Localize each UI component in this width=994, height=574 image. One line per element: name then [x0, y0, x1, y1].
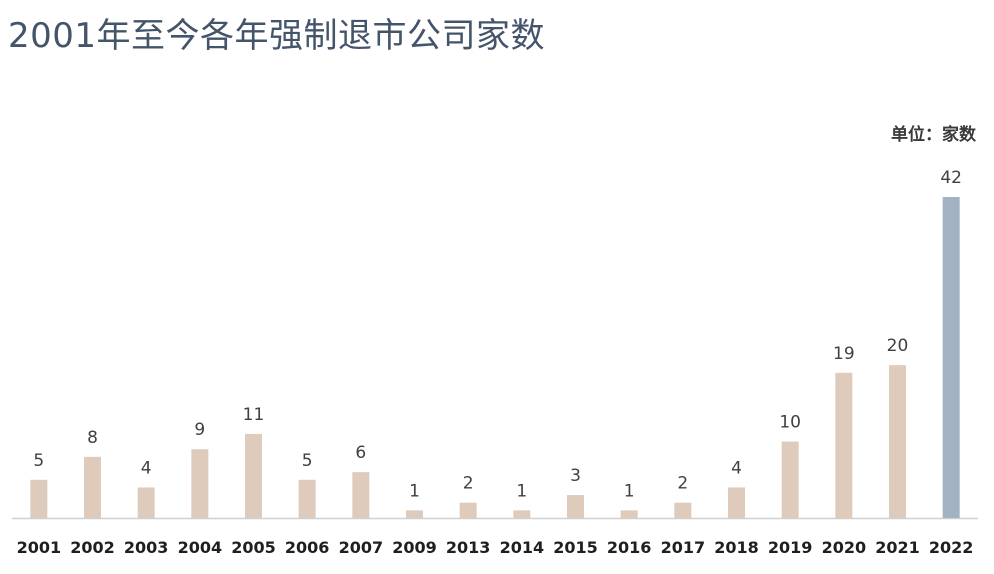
data-label-2016: 1 — [624, 481, 635, 501]
bar-2021 — [889, 365, 906, 518]
bar-2022 — [942, 197, 960, 518]
data-label-2020: 19 — [833, 344, 855, 364]
bar-2001 — [30, 479, 48, 518]
bar-2020 — [835, 372, 853, 518]
bar-2004 — [191, 449, 209, 518]
bar-2009 — [406, 510, 423, 518]
tick-label-2017: 2017 — [661, 538, 706, 557]
bar-2018 — [728, 487, 745, 518]
data-label-2019: 10 — [779, 413, 801, 433]
tick-label-2016: 2016 — [607, 538, 652, 557]
bar-2016 — [620, 510, 638, 518]
tick-label-2014: 2014 — [500, 538, 545, 557]
tick-label-2007: 2007 — [339, 538, 384, 557]
data-label-2018: 4 — [731, 458, 742, 478]
data-label-2006: 5 — [302, 451, 313, 471]
tick-label-2021: 2021 — [875, 538, 920, 557]
data-label-2004: 9 — [194, 420, 205, 440]
chart-title: 2001年至今各年强制退市公司家数 — [8, 16, 546, 56]
bar-2017 — [674, 502, 692, 518]
tick-label-2013: 2013 — [446, 538, 491, 557]
data-label-2005: 11 — [243, 405, 265, 425]
bar-2006 — [298, 479, 316, 518]
data-label-2021: 20 — [887, 336, 909, 356]
unit-label: 单位：家数 — [891, 125, 976, 145]
data-label-2009: 1 — [409, 481, 420, 501]
bar-2007 — [352, 472, 370, 518]
tick-label-2005: 2005 — [231, 538, 276, 557]
tick-label-2022: 2022 — [929, 538, 974, 557]
data-label-2013: 2 — [463, 474, 474, 494]
tick-label-2018: 2018 — [714, 538, 759, 557]
data-label-2014: 1 — [516, 481, 527, 501]
tick-label-2001: 2001 — [17, 538, 62, 557]
data-label-2007: 6 — [355, 443, 366, 463]
tick-label-2009: 2009 — [392, 538, 437, 557]
data-label-2015: 3 — [570, 466, 581, 486]
data-label-2001: 5 — [33, 451, 44, 471]
data-label-2022: 42 — [940, 168, 962, 188]
tick-label-2004: 2004 — [178, 538, 223, 557]
bar-2005 — [245, 433, 262, 518]
tick-label-2006: 2006 — [285, 538, 330, 557]
tick-label-2019: 2019 — [768, 538, 813, 557]
data-label-2002: 8 — [87, 428, 98, 448]
tick-label-2002: 2002 — [70, 538, 115, 557]
bar-2019 — [781, 441, 799, 518]
data-label-2017: 2 — [677, 474, 688, 494]
bar-2013 — [459, 502, 477, 518]
tick-label-2020: 2020 — [822, 538, 867, 557]
data-label-2003: 4 — [141, 458, 152, 478]
bar-2014 — [513, 510, 531, 518]
tick-label-2003: 2003 — [124, 538, 169, 557]
tick-label-2015: 2015 — [553, 538, 598, 557]
bar-2003 — [137, 487, 155, 518]
bar-2015 — [567, 495, 584, 518]
bar-2002 — [84, 456, 101, 518]
